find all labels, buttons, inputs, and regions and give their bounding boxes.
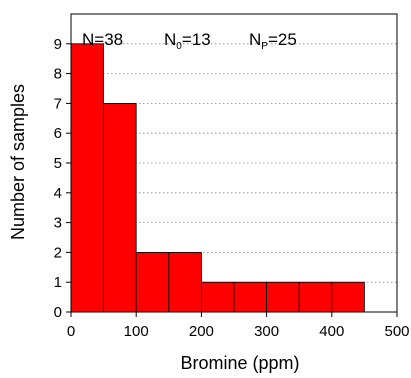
- y-tick-label: 7: [54, 95, 62, 112]
- bar: [266, 281, 300, 313]
- bar: [331, 281, 365, 313]
- y-tick-label: 6: [54, 125, 62, 142]
- annotations: N=38 N0=13 NP=25: [82, 30, 297, 52]
- x-tick-label: 100: [124, 323, 149, 340]
- x-axis: 0 100 200 300 400 500: [67, 312, 410, 340]
- bar: [298, 281, 333, 313]
- x-tick-label: 400: [319, 323, 344, 340]
- y-tick-label: 2: [54, 244, 62, 261]
- annotation-n0: N0=13: [164, 30, 211, 52]
- bar: [103, 103, 137, 313]
- x-tick-label: 500: [384, 323, 409, 340]
- y-tick-label: 1: [54, 274, 62, 291]
- y-tick-label: 0: [54, 304, 62, 321]
- bars: [70, 43, 365, 313]
- x-tick-label: 300: [254, 323, 279, 340]
- bar: [200, 281, 235, 313]
- y-tick-label: 8: [54, 66, 62, 83]
- annotation-np: NP=25: [249, 30, 297, 52]
- x-tick-label: 200: [189, 323, 214, 340]
- bar: [70, 43, 104, 313]
- y-axis-title: Number of samples: [8, 84, 28, 240]
- y-tick-label: 3: [54, 215, 62, 232]
- y-tick-label: 4: [54, 185, 62, 202]
- bar: [168, 251, 202, 313]
- annotation-n-total: N=38: [82, 30, 123, 49]
- x-axis-title: Bromine (ppm): [180, 353, 299, 373]
- x-tick-label: 0: [67, 323, 75, 340]
- bar: [233, 281, 267, 313]
- y-tick-label: 5: [54, 155, 62, 172]
- y-tick-label: 9: [54, 36, 62, 53]
- y-axis: 0 1 2 3 4 5 6 7 8 9: [54, 36, 71, 321]
- bar: [135, 251, 170, 313]
